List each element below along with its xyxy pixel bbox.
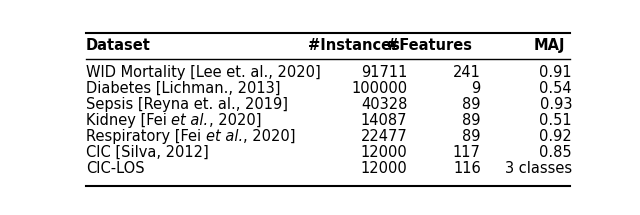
Text: #Instances: #Instances — [308, 38, 400, 53]
Text: 89: 89 — [462, 97, 481, 112]
Text: 3 classes: 3 classes — [505, 161, 572, 176]
Text: 117: 117 — [453, 145, 481, 160]
Text: 22477: 22477 — [360, 129, 408, 144]
Text: et al.: et al. — [205, 129, 243, 144]
Text: 241: 241 — [453, 65, 481, 80]
Text: Diabetes [Lichman., 2013]: Diabetes [Lichman., 2013] — [86, 81, 280, 96]
Text: 91711: 91711 — [361, 65, 408, 80]
Text: #Features: #Features — [387, 38, 472, 53]
Text: Respiratory [Fei: Respiratory [Fei — [86, 129, 205, 144]
Text: CIC-LOS: CIC-LOS — [86, 161, 145, 176]
Text: 14087: 14087 — [361, 113, 408, 128]
Text: 0.92: 0.92 — [540, 129, 572, 144]
Text: MAJ: MAJ — [534, 38, 565, 53]
Text: 100000: 100000 — [351, 81, 408, 96]
Text: Dataset: Dataset — [86, 38, 151, 53]
Text: 40328: 40328 — [361, 97, 408, 112]
Text: WID Mortality [Lee et. al., 2020]: WID Mortality [Lee et. al., 2020] — [86, 65, 321, 80]
Text: Kidney [Fei: Kidney [Fei — [86, 113, 172, 128]
Text: , 2020]: , 2020] — [209, 113, 261, 128]
Text: 0.91: 0.91 — [540, 65, 572, 80]
Text: , 2020]: , 2020] — [243, 129, 295, 144]
Text: 0.93: 0.93 — [540, 97, 572, 112]
Text: et al.: et al. — [172, 113, 209, 128]
Text: 0.51: 0.51 — [540, 113, 572, 128]
Text: 0.54: 0.54 — [540, 81, 572, 96]
Text: 12000: 12000 — [360, 145, 408, 160]
Text: 0.85: 0.85 — [540, 145, 572, 160]
Text: CIC [Silva, 2012]: CIC [Silva, 2012] — [86, 145, 209, 160]
Text: 116: 116 — [453, 161, 481, 176]
Text: 9: 9 — [472, 81, 481, 96]
Text: 12000: 12000 — [360, 161, 408, 176]
Text: 89: 89 — [462, 129, 481, 144]
Text: Sepsis [Reyna et. al., 2019]: Sepsis [Reyna et. al., 2019] — [86, 97, 288, 112]
Text: 89: 89 — [462, 113, 481, 128]
